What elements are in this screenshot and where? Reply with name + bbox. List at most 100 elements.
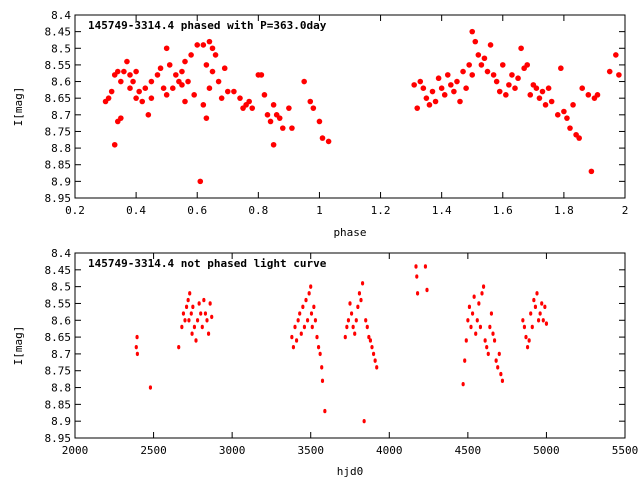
top-data-point [166,62,173,68]
bottom-ytick-label: 8.4 [51,247,71,260]
top-data-point [509,72,515,78]
top-data-point [127,85,133,91]
bottom-data-point [192,324,197,330]
bottom-data-point [323,408,327,414]
top-xtick-label: 1.8 [554,204,574,217]
top-data-point [148,78,155,85]
bottom-data-point [500,378,505,384]
bottom-data-point [320,365,324,370]
bottom-data-point [183,318,187,323]
top-data-point [215,78,222,85]
bottom-data-point [304,297,308,303]
top-data-point [270,102,277,108]
bottom-data-point [469,324,473,330]
top-data-point [518,45,524,52]
top-data-point [276,115,283,121]
bottom-data-point [536,318,541,323]
bottom-y-axis-label: I[mag] [12,326,25,366]
top-data-point [435,75,442,82]
bottom-data-point [533,304,538,310]
bottom-data-point [302,324,307,330]
bottom-data-point [544,321,549,326]
bottom-data-point [135,334,139,340]
top-data-point [496,88,503,95]
top-data-point [542,102,549,108]
top-data-point [173,72,179,78]
bottom-data-point [301,304,305,310]
top-data-point [301,78,307,85]
top-data-point [319,135,326,141]
bottom-data-point [470,311,475,316]
bottom-data-point [532,297,536,303]
top-data-point [212,52,219,58]
top-data-point [469,28,476,35]
bottom-data-point [148,385,153,390]
bottom-data-point [499,371,503,377]
bottom-data-point [425,287,429,293]
bottom-data-point [309,311,314,316]
bottom-data-point [414,264,418,269]
bottom-data-point [205,318,209,323]
top-data-point [472,38,479,45]
bottom-data-point [200,324,204,330]
top-ytick-label: 8.6 [51,76,71,89]
bottom-data-point [370,344,374,350]
bottom-data-point [202,297,206,303]
bottom-data-point [186,297,190,303]
bottom-data-point [475,318,479,323]
bottom-plot-frame [74,252,626,439]
bottom-data-point [488,324,492,330]
top-data-point [567,125,573,131]
top-xtick-label: 2 [622,204,629,217]
bottom-data-point [415,291,420,296]
top-data-point [429,88,436,95]
bottom-xtick-label: 2500 [140,444,167,457]
bottom-data-point [309,284,313,289]
bottom-ytick-label: 8.45 [45,264,72,277]
bottom-data-point [181,311,186,316]
top-plot-frame [74,14,626,199]
bottom-data-point [351,324,355,330]
top-data-point [490,72,497,78]
bottom-data-point [415,274,419,279]
top-data-point [423,95,430,101]
bottom-data-point [313,318,318,323]
top-data-point [136,88,142,95]
top-x-axis-label: phase [333,226,366,239]
top-data-point [179,68,185,75]
top-data-point [558,65,564,72]
bottom-xtick-label: 3500 [297,444,324,457]
top-data-point [182,98,188,105]
bottom-data-point [343,334,347,340]
top-data-point [426,102,433,108]
top-data-point [451,88,457,95]
top-data-point [169,85,176,91]
bottom-data-point [474,331,478,336]
bottom-xtick-label: 2000 [62,444,89,457]
bottom-data-point [354,318,358,323]
bottom-data-point [360,281,365,286]
top-data-point [200,102,207,108]
bottom-data-point [489,311,494,316]
bottom-data-point [423,264,428,269]
top-data-point [414,105,421,111]
bottom-data-point [525,344,530,350]
top-data-point [478,62,485,68]
bottom-data-point [190,331,194,336]
bottom-data-point [298,311,302,316]
bottom-data-point [353,331,357,336]
top-data-point [145,112,152,118]
top-data-point [130,78,136,85]
bottom-data-point [135,351,139,357]
bottom-data-point [492,338,497,343]
top-data-point [191,92,197,98]
bottom-ytick-label: 8.7 [51,348,71,361]
bottom-data-point [477,301,481,306]
top-data-point [185,78,191,85]
top-data-point [118,78,124,85]
top-data-point [536,95,543,101]
bottom-data-point [467,304,472,310]
top-data-point [267,118,274,125]
bottom-data-point [535,291,539,296]
